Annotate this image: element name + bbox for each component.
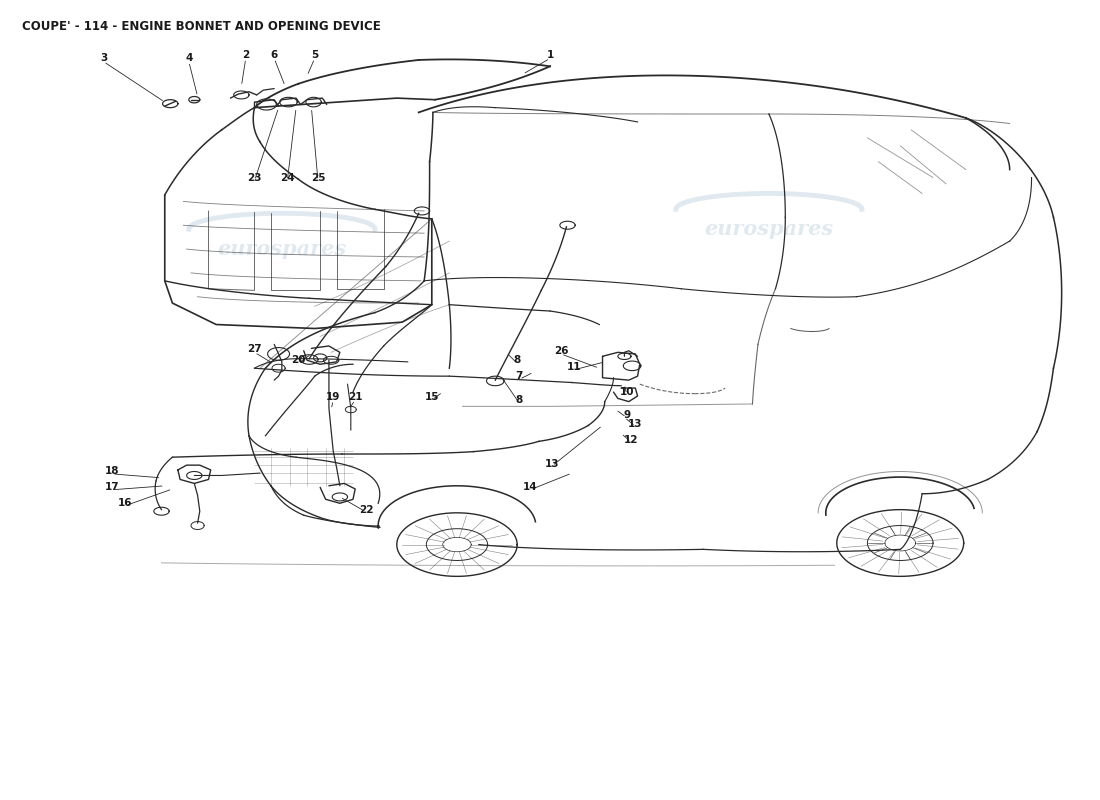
Text: 17: 17 xyxy=(104,482,120,492)
Text: 24: 24 xyxy=(280,173,295,182)
Text: 1: 1 xyxy=(547,50,553,60)
Text: 6: 6 xyxy=(271,50,278,60)
Text: 8: 8 xyxy=(514,355,520,366)
Text: 27: 27 xyxy=(248,344,262,354)
Text: 25: 25 xyxy=(310,173,326,182)
Text: 3: 3 xyxy=(100,54,107,63)
Text: 16: 16 xyxy=(118,498,133,508)
Text: 10: 10 xyxy=(619,387,634,397)
Text: 18: 18 xyxy=(104,466,120,477)
Text: 19: 19 xyxy=(326,392,341,402)
Text: 13: 13 xyxy=(628,419,642,429)
Text: 2: 2 xyxy=(242,50,250,60)
Text: 12: 12 xyxy=(624,434,638,445)
Text: 9: 9 xyxy=(623,410,630,420)
Text: 15: 15 xyxy=(425,392,439,402)
Text: 26: 26 xyxy=(553,346,569,356)
Text: 20: 20 xyxy=(292,355,306,366)
Text: 8: 8 xyxy=(516,395,522,405)
Text: 23: 23 xyxy=(248,173,262,182)
Text: COUPE' - 114 - ENGINE BONNET AND OPENING DEVICE: COUPE' - 114 - ENGINE BONNET AND OPENING… xyxy=(22,20,382,34)
Text: 22: 22 xyxy=(359,505,373,514)
Text: eurospares: eurospares xyxy=(704,219,834,239)
Text: 5: 5 xyxy=(311,50,318,60)
Text: 7: 7 xyxy=(516,371,522,381)
Text: 11: 11 xyxy=(566,362,581,372)
Text: 21: 21 xyxy=(348,392,362,402)
Text: 14: 14 xyxy=(522,482,538,492)
Text: 13: 13 xyxy=(544,458,560,469)
Text: 4: 4 xyxy=(185,54,192,63)
Text: eurospares: eurospares xyxy=(218,239,346,259)
